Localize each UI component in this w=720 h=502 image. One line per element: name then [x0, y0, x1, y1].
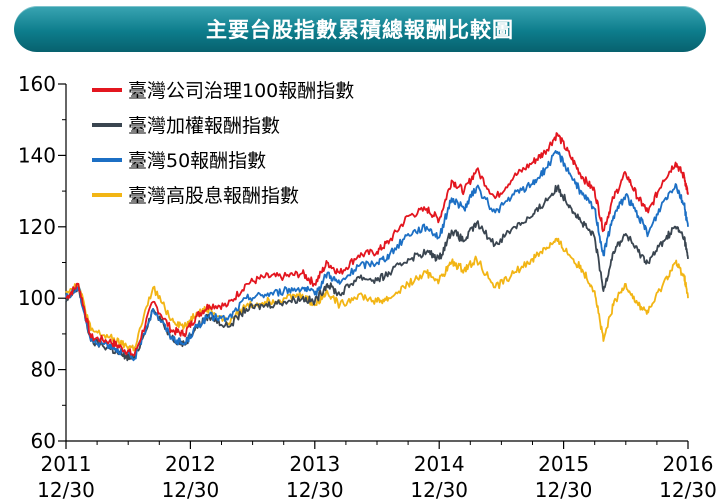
x-tick-label-date: 12/30 — [37, 478, 95, 502]
series-layer — [65, 132, 689, 362]
x-tick-label-year: 2015 — [538, 452, 589, 476]
x-tick-label-date: 12/30 — [535, 478, 593, 502]
legend-label: 臺灣高股息報酬指數 — [128, 185, 299, 207]
x-tick-label-date: 12/30 — [659, 478, 717, 502]
y-tick-label: 60 — [31, 429, 56, 453]
y-tick-label: 80 — [31, 358, 56, 382]
y-tick-label: 160 — [18, 72, 56, 96]
x-tick-label-year: 2016 — [663, 452, 714, 476]
y-axis: 60 80 100 120 140 160 — [18, 72, 67, 453]
x-tick-label-date: 12/30 — [162, 478, 220, 502]
x-tick-label-year: 2011 — [41, 452, 92, 476]
x-tick-label-date: 12/30 — [410, 478, 468, 502]
x-tick-label-date: 12/30 — [286, 478, 344, 502]
series-line — [65, 237, 689, 352]
y-tick-label: 120 — [18, 215, 56, 239]
series-line — [65, 150, 689, 362]
x-tick-label-year: 2013 — [289, 452, 340, 476]
series-line — [65, 132, 689, 357]
y-tick-label: 140 — [18, 143, 56, 167]
x-tick-label-year: 2012 — [165, 452, 216, 476]
legend-label: 臺灣加權報酬指數 — [128, 115, 280, 137]
chart-title: 主要台股指數累積總報酬比較圖 — [14, 6, 706, 52]
x-tick-label-year: 2014 — [414, 452, 465, 476]
legend-label: 臺灣公司治理100報酬指數 — [128, 80, 354, 102]
y-tick-label: 100 — [18, 286, 56, 310]
legend-label: 臺灣50報酬指數 — [128, 150, 266, 172]
x-axis: 201112/30201212/30201312/30201412/302015… — [37, 440, 717, 502]
